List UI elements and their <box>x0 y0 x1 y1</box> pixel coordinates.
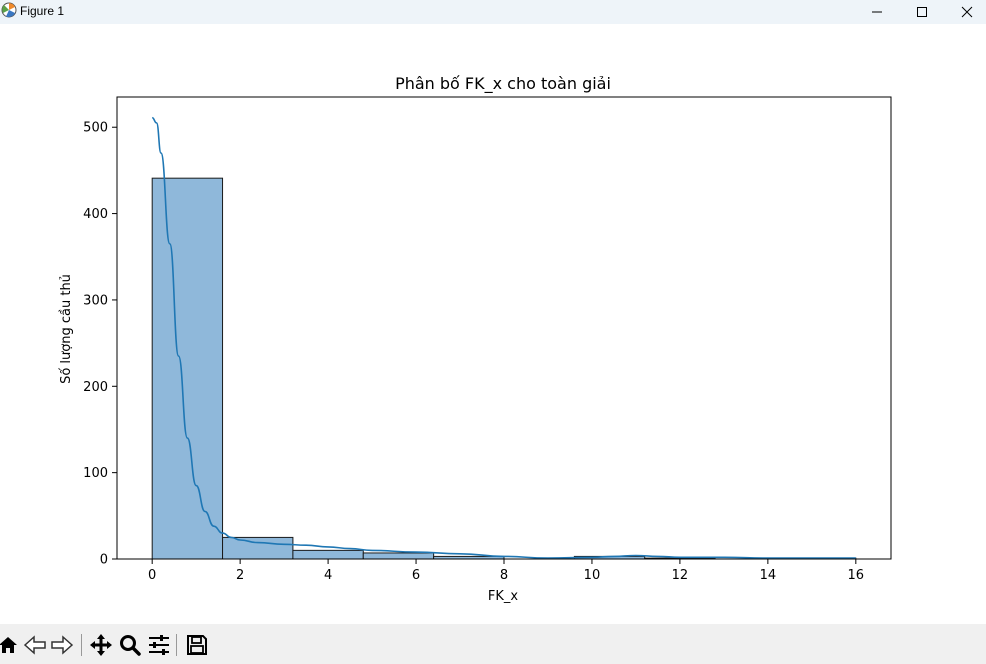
x-tick-label: 6 <box>412 568 420 583</box>
forward-button[interactable] <box>50 633 74 657</box>
x-tick-label: 14 <box>760 568 777 583</box>
save-button[interactable] <box>185 633 209 657</box>
forward-icon <box>51 635 74 655</box>
x-tick-label: 8 <box>500 568 508 583</box>
x-axis-label: FK_x <box>488 589 519 604</box>
histogram-bar <box>222 536 294 560</box>
axes-frame <box>116 96 892 560</box>
toolbar-separator <box>81 634 82 656</box>
histogram-chart: Phân bố FK_x cho toàn giải 0 2 4 6 8 10 12 14 16… <box>59 74 892 604</box>
pan-button[interactable] <box>89 633 113 657</box>
close-button[interactable] <box>944 0 986 24</box>
x-tick-label: 0 <box>148 568 156 583</box>
y-tick-label: 100 <box>83 466 108 481</box>
y-tick-label: 0 <box>100 553 108 568</box>
maximize-button[interactable] <box>899 0 945 24</box>
app-icon <box>1 2 17 18</box>
toolbar-separator <box>176 634 177 656</box>
y-axis-ticks: 0 100 200 300 400 500 <box>83 121 117 568</box>
x-axis-ticks: 0 2 4 6 8 10 12 14 16 <box>148 559 864 583</box>
bars-layer <box>151 177 857 560</box>
histogram-bar <box>151 177 224 560</box>
back-button[interactable] <box>23 633 47 657</box>
maximize-icon <box>917 7 927 17</box>
home-icon <box>0 637 17 653</box>
histogram-bar <box>292 549 364 560</box>
navigation-toolbar <box>0 624 986 664</box>
configure-subplots-button[interactable] <box>147 633 171 657</box>
y-tick-label: 500 <box>83 121 108 136</box>
y-tick-label: 400 <box>83 207 108 222</box>
save-icon <box>187 635 207 655</box>
x-tick-label: 2 <box>236 568 244 583</box>
zoom-button[interactable] <box>118 633 142 657</box>
minimize-button[interactable] <box>854 0 900 24</box>
close-icon <box>961 6 973 18</box>
chart-title: Phân bố FK_x cho toàn giải <box>395 74 611 94</box>
pan-icon <box>90 634 112 656</box>
kde-line <box>151 116 856 559</box>
minimize-icon <box>872 11 882 13</box>
histogram-bar <box>362 552 435 560</box>
x-tick-label: 16 <box>848 568 865 583</box>
y-axis-label: Số lượng cầu thủ <box>59 274 74 384</box>
y-tick-label: 200 <box>83 380 108 395</box>
x-tick-label: 4 <box>324 568 332 583</box>
x-tick-label: 10 <box>584 568 601 583</box>
configure-subplots-icon <box>149 635 169 655</box>
back-icon <box>23 635 46 655</box>
window-titlebar: Figure 1 <box>0 0 986 24</box>
y-tick-label: 300 <box>83 293 108 308</box>
x-tick-label: 12 <box>672 568 689 583</box>
window-title: Figure 1 <box>20 4 65 18</box>
figure-canvas: Phân bố FK_x cho toàn giải 0 2 4 6 8 10 12 14 16… <box>0 24 986 624</box>
zoom-icon <box>120 635 141 656</box>
home-button[interactable] <box>0 633 20 657</box>
